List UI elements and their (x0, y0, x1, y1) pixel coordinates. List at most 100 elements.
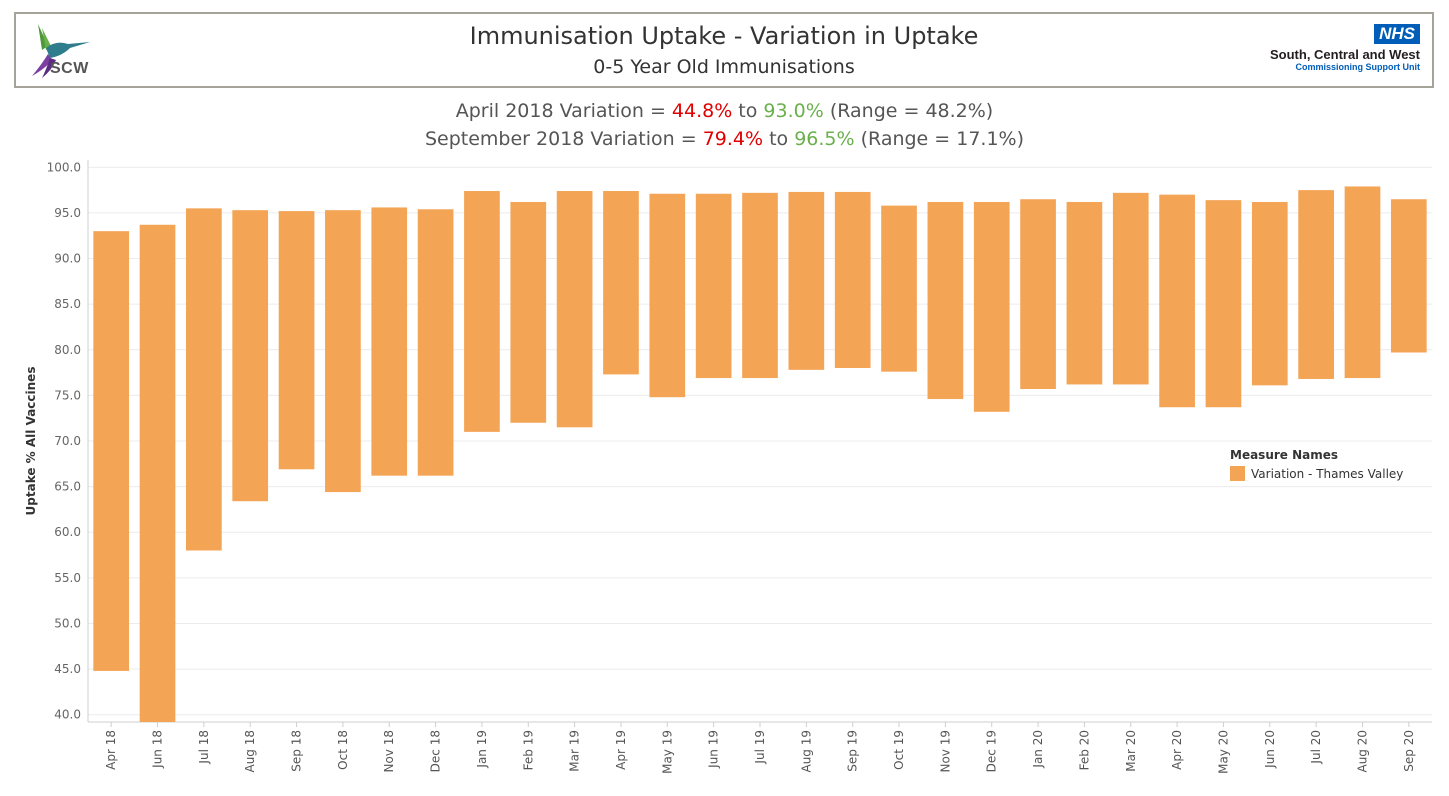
x-tick-label: Apr 20 (1170, 730, 1184, 770)
y-tick-label: 50.0 (54, 616, 81, 630)
x-tick-label: Dec 19 (985, 730, 999, 772)
bar (1020, 199, 1056, 389)
bar (1159, 194, 1195, 408)
y-tick-label: 40.0 (54, 708, 81, 722)
bar (742, 192, 778, 379)
variation-line-september: September 2018 Variation = 79.4% to 96.5… (0, 128, 1449, 150)
nhs-badge: NHS (1374, 24, 1420, 44)
x-tick-label: Jun 19 (707, 730, 721, 769)
y-tick-label: 70.0 (54, 434, 81, 448)
bar (881, 205, 917, 372)
x-tick-label: Jan 20 (1031, 730, 1045, 769)
legend: Measure Names Variation - Thames Valley (1230, 448, 1403, 481)
x-tick-label: Dec 18 (429, 730, 443, 772)
bar (325, 210, 361, 493)
x-tick-label: Oct 19 (892, 730, 906, 770)
bar (278, 211, 315, 470)
x-tick-label: Jul 19 (753, 730, 767, 765)
y-tick-label: 80.0 (54, 343, 81, 357)
y-tick-label: 90.0 (54, 252, 81, 266)
bar (1251, 201, 1288, 386)
dashboard-subtitle: 0-5 Year Old Immunisations (593, 56, 855, 78)
bar (510, 201, 547, 423)
bar (1390, 199, 1427, 353)
x-tick-label: Jan 19 (475, 730, 489, 769)
x-tick-label: Apr 18 (104, 730, 118, 770)
scw-logo-text: SCW (50, 60, 89, 77)
y-tick-label: 60.0 (54, 525, 81, 539)
x-tick-label: Sep 19 (846, 730, 860, 772)
bar (1205, 200, 1242, 408)
x-tick-label: Jul 20 (1309, 730, 1323, 765)
variation-suffix: (Range = 17.1%) (854, 128, 1025, 150)
y-tick-label: 55.0 (54, 571, 81, 585)
bar (139, 224, 176, 722)
y-tick-label: 95.0 (54, 206, 81, 220)
x-tick-label: May 20 (1216, 730, 1230, 774)
nhs-org-name: South, Central and West (1270, 47, 1420, 62)
bar (232, 210, 269, 502)
x-tick-label: Jul 18 (197, 730, 211, 765)
x-tick-label: Mar 20 (1124, 730, 1138, 772)
variation-prefix: September 2018 Variation = (424, 128, 703, 150)
variation-line-april: April 2018 Variation = 44.8% to 93.0% (R… (0, 100, 1449, 122)
x-tick-label: Jun 18 (151, 730, 165, 769)
x-tick-label: Mar 19 (568, 730, 582, 772)
y-tick-label: 75.0 (54, 388, 81, 402)
x-tick-label: Feb 20 (1077, 730, 1091, 770)
y-tick-label: 85.0 (54, 297, 81, 311)
legend-swatch (1230, 466, 1245, 481)
nhs-unit-name: Commissioning Support Unit (1295, 62, 1421, 72)
x-tick-label: Aug 20 (1355, 730, 1369, 773)
variation-low: 44.8% (671, 100, 733, 122)
x-tick-label: Aug 18 (243, 730, 257, 773)
y-tick-label: 45.0 (54, 662, 81, 676)
bar (603, 191, 639, 375)
bar (417, 209, 454, 476)
x-tick-label: Nov 18 (382, 730, 396, 773)
bar (186, 208, 222, 551)
bar (93, 231, 130, 671)
y-tick-label: 100.0 (47, 160, 81, 174)
x-tick-label: Oct 18 (336, 730, 350, 770)
x-tick-label: Sep 20 (1402, 730, 1416, 772)
scw-logo: SCW (28, 20, 98, 82)
x-tick-label: Jun 20 (1263, 730, 1277, 769)
variation-prefix: April 2018 Variation = (455, 100, 672, 122)
x-tick-label: Aug 19 (799, 730, 813, 773)
nhs-logo: NHS South, Central and West Commissionin… (1250, 24, 1420, 72)
bar (1298, 190, 1334, 379)
bar (1112, 192, 1149, 385)
legend-item-label: Variation - Thames Valley (1251, 466, 1404, 481)
y-tick-label: 65.0 (54, 480, 81, 494)
y-axis-label: Uptake % All Vaccines (24, 367, 38, 516)
bar (1066, 201, 1103, 385)
variation-low: 79.4% (702, 128, 764, 150)
x-tick-label: Sep 18 (290, 730, 304, 772)
bar (695, 193, 732, 379)
bar (834, 191, 871, 369)
variation-suffix: (Range = 48.2%) (823, 100, 994, 122)
bar (1344, 186, 1381, 379)
bar (927, 201, 964, 400)
dashboard-title: Immunisation Uptake - Variation in Uptak… (469, 22, 979, 50)
bar (973, 201, 1010, 412)
legend-item[interactable]: Variation - Thames Valley (1230, 466, 1403, 481)
x-tick-label: Feb 19 (521, 730, 535, 770)
x-tick-label: May 19 (660, 730, 674, 774)
bar (556, 191, 593, 428)
bar (371, 207, 408, 476)
variation-high: 93.0% (763, 100, 824, 122)
variation-mid: to (763, 128, 795, 150)
header-banner: SCW Immunisation Uptake - Variation in U… (14, 12, 1434, 88)
x-tick-label: Apr 19 (614, 730, 628, 770)
bar (788, 191, 825, 370)
bar (649, 193, 686, 398)
legend-title: Measure Names (1230, 448, 1339, 462)
hummingbird-icon (32, 24, 90, 78)
x-tick-label: Nov 19 (938, 730, 952, 773)
bar (464, 191, 500, 432)
variation-mid: to (732, 100, 764, 122)
variation-high: 96.5% (794, 128, 855, 150)
